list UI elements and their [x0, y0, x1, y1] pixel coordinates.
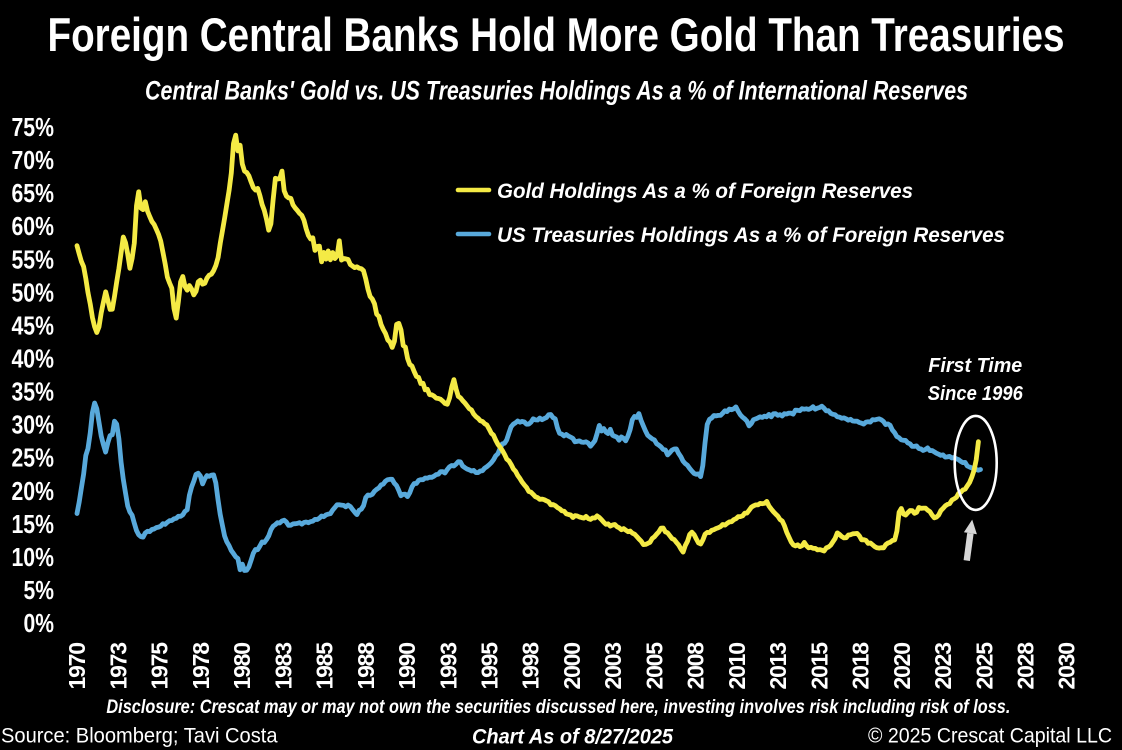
svg-text:1990: 1990 [394, 643, 420, 690]
svg-text:40%: 40% [12, 346, 55, 374]
svg-text:30%: 30% [12, 412, 55, 440]
svg-text:75%: 75% [12, 114, 55, 142]
svg-text:2003: 2003 [600, 643, 626, 690]
svg-text:Disclosure: Crescat may or may: Disclosure: Crescat may or may not own t… [106, 696, 1010, 718]
svg-text:45%: 45% [12, 312, 55, 340]
svg-text:0%: 0% [24, 610, 55, 638]
svg-text:20%: 20% [12, 478, 55, 506]
svg-text:1988: 1988 [353, 642, 379, 690]
svg-text:2010: 2010 [724, 643, 750, 690]
svg-text:1978: 1978 [188, 642, 214, 690]
svg-text:2008: 2008 [683, 642, 709, 690]
svg-text:1975: 1975 [147, 642, 173, 690]
svg-text:Foreign Central Banks Hold Mor: Foreign Central Banks Hold More Gold Tha… [48, 9, 1065, 62]
svg-text:1983: 1983 [270, 643, 296, 690]
svg-text:1980: 1980 [229, 643, 255, 690]
svg-text:© 2025 Crescat Capital LLC: © 2025 Crescat Capital LLC [868, 725, 1112, 748]
svg-text:1970: 1970 [64, 643, 90, 690]
svg-text:2030: 2030 [1054, 643, 1080, 690]
svg-text:1998: 1998 [518, 642, 544, 690]
svg-text:5%: 5% [24, 577, 55, 605]
svg-text:2020: 2020 [889, 643, 915, 690]
svg-text:2028: 2028 [1013, 642, 1039, 690]
svg-text:First Time: First Time [928, 354, 1022, 377]
svg-text:50%: 50% [12, 279, 55, 307]
svg-text:Chart As of 8/27/2025: Chart As of 8/27/2025 [472, 726, 673, 749]
svg-text:1993: 1993 [435, 643, 461, 690]
svg-text:15%: 15% [12, 511, 55, 539]
svg-text:Since 1996: Since 1996 [928, 382, 1024, 405]
svg-text:25%: 25% [12, 445, 55, 473]
svg-text:60%: 60% [12, 213, 55, 241]
svg-text:2000: 2000 [559, 643, 585, 690]
svg-text:Source: Bloomberg; Tavi Costa: Source: Bloomberg; Tavi Costa [1, 725, 278, 748]
svg-text:Gold Holdings As a % of Foreig: Gold Holdings As a % of Foreign Reserves [497, 179, 913, 203]
svg-text:1985: 1985 [312, 642, 338, 690]
svg-text:55%: 55% [12, 246, 55, 274]
svg-text:2005: 2005 [641, 642, 667, 690]
svg-text:10%: 10% [12, 544, 55, 572]
svg-text:2023: 2023 [930, 643, 956, 690]
svg-text:35%: 35% [12, 379, 55, 407]
svg-text:70%: 70% [12, 147, 55, 175]
svg-text:1973: 1973 [105, 643, 131, 690]
svg-text:2013: 2013 [765, 643, 791, 690]
svg-text:Central Banks' Gold vs. US Tre: Central Banks' Gold vs. US Treasuries Ho… [145, 76, 968, 106]
svg-text:US Treasuries Holdings As a %: US Treasuries Holdings As a % of Foreign… [497, 223, 1005, 247]
svg-text:2018: 2018 [848, 642, 874, 690]
svg-text:65%: 65% [12, 180, 55, 208]
svg-text:2025: 2025 [971, 642, 997, 690]
svg-text:1995: 1995 [477, 642, 503, 690]
svg-text:2015: 2015 [806, 642, 832, 690]
